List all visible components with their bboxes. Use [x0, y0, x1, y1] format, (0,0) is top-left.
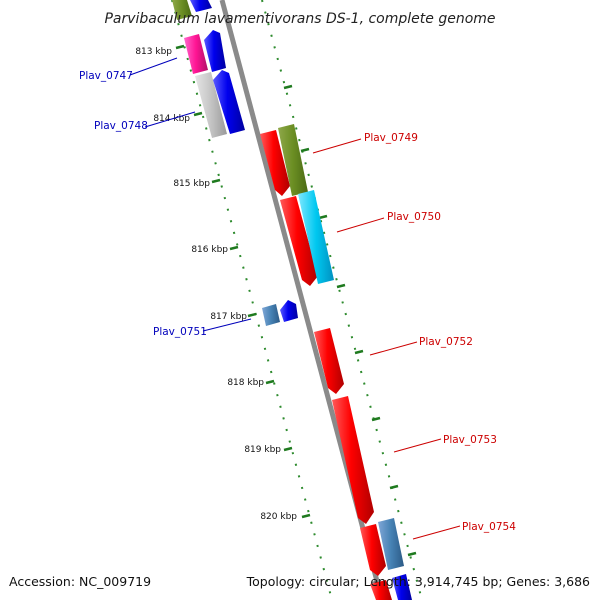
ruler-label-820: 820 kbp	[260, 512, 297, 522]
gene-feature-red-bottom[interactable]	[370, 580, 392, 600]
gene-callout-plav-0753[interactable]: Plav_0753	[393, 434, 497, 453]
outer-ruler-track	[261, 0, 423, 600]
gene-label-plav-0754: Plav_0754	[462, 521, 516, 533]
gene-feature-blue-bottom[interactable]	[392, 574, 412, 600]
outer-ruler-ticks	[283, 84, 417, 557]
gene-feature-blue-arrow-2[interactable]	[213, 70, 245, 134]
gene-feature-olive-0749[interactable]	[278, 124, 308, 196]
ruler-marker-818: 818 kbp	[227, 378, 275, 388]
ruler-marker-817: 817 kbp	[210, 312, 257, 322]
ruler-label-815: 815 kbp	[173, 179, 210, 189]
ruler-marker-816: 816 kbp	[191, 245, 239, 255]
gene-feature-pink[interactable]	[184, 34, 208, 74]
ruler-marker-815: 815 kbp	[173, 178, 221, 189]
gene-feature-gray[interactable]	[195, 72, 227, 138]
gene-callout-plav-0751[interactable]: Plav_0751	[153, 318, 252, 338]
ruler-marker-820: 820 kbp	[260, 512, 311, 522]
gene-callout-plav-0750[interactable]: Plav_0750	[336, 211, 441, 233]
gene-label-plav-0750: Plav_0750	[387, 211, 441, 223]
gene-label-plav-0753: Plav_0753	[443, 434, 497, 446]
genome-summary-text: Topology: circular; Length: 3,914,745 bp…	[246, 574, 590, 589]
gene-feature-red-0753[interactable]	[332, 396, 374, 524]
ruler-label-817: 817 kbp	[210, 312, 247, 322]
gene-label-plav-0752: Plav_0752	[419, 336, 473, 348]
gene-feature-red-0749[interactable]	[260, 130, 290, 196]
gene-feature-blue-0751[interactable]	[280, 300, 298, 322]
gene-callout-plav-0754[interactable]: Plav_0754	[412, 521, 516, 540]
accession-text: Accession: NC_009719	[9, 574, 151, 589]
inner-ruler-track	[171, 0, 333, 600]
gene-feature-steel-0751[interactable]	[262, 304, 280, 326]
gene-label-plav-0749: Plav_0749	[364, 132, 418, 144]
gene-callout-plav-0749[interactable]: Plav_0749	[312, 132, 418, 154]
gene-feature-red-0754[interactable]	[360, 524, 386, 576]
gene-feature-red-0752[interactable]	[314, 328, 344, 394]
ruler-label-818: 818 kbp	[227, 378, 264, 388]
gene-feature-blue-arrow-1[interactable]	[204, 30, 226, 72]
ruler-label-816: 816 kbp	[191, 245, 228, 255]
gene-callout-plav-0748[interactable]: Plav_0748	[94, 111, 196, 132]
ruler-marker-813: 813 kbp	[135, 44, 185, 57]
gene-feature-cyan-0750[interactable]	[298, 190, 334, 284]
gene-label-plav-0748: Plav_0748	[94, 120, 148, 132]
ruler-label-819: 819 kbp	[244, 445, 281, 455]
gene-callout-plav-0747[interactable]: Plav_0747	[79, 57, 178, 82]
gene-label-plav-0747: Plav_0747	[79, 70, 133, 82]
gene-callout-plav-0752[interactable]: Plav_0752	[369, 336, 473, 356]
ruler-marker-819: 819 kbp	[244, 445, 293, 455]
gene-label-plav-0751: Plav_0751	[153, 326, 207, 338]
gene-feature-red-0750[interactable]	[280, 196, 318, 286]
map-title: Parvibaculum lavamentivorans DS-1, compl…	[104, 11, 495, 27]
gene-feature-blue-top[interactable]	[190, 0, 212, 12]
ruler-label-813: 813 kbp	[135, 47, 172, 57]
gene-feature-steel-0754[interactable]	[378, 518, 404, 570]
gene-feature-olive-top[interactable]	[172, 0, 192, 20]
